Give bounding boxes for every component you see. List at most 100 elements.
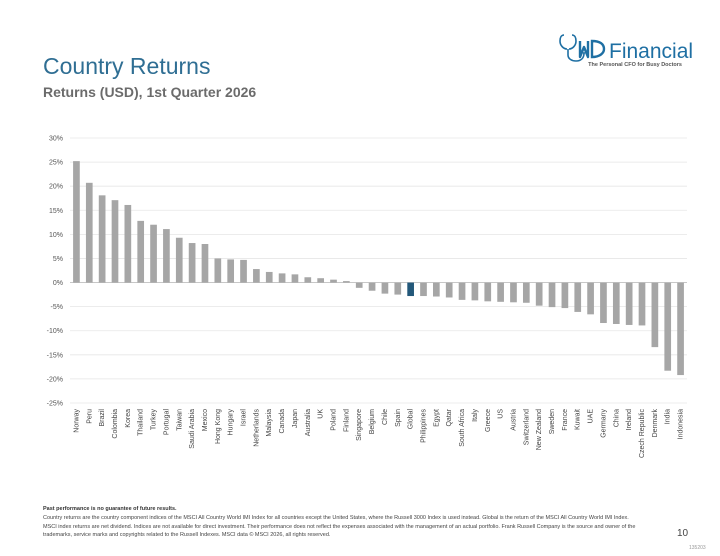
x-axis-tick-labels: Norway Peru Brazil Colombia Korea Thailand Tur… — [73, 408, 684, 458]
x-tick-label: Austria — [510, 409, 517, 431]
x-tick-label: Sweden — [549, 409, 556, 434]
y-tick-label: -15% — [47, 352, 63, 359]
bar-poland — [330, 279, 337, 283]
x-tick-label: Greece — [485, 409, 492, 432]
bar-korea — [124, 204, 132, 283]
x-tick-label: Thailand — [138, 409, 145, 436]
bar-chile — [381, 282, 389, 294]
x-tick-label: Taiwan — [176, 409, 183, 431]
chart-bars — [73, 161, 684, 376]
bar-peru — [85, 182, 93, 283]
x-tick-label: Norway — [73, 409, 80, 433]
x-tick-label: Finland — [343, 409, 350, 432]
company-logo: Financial The Personal CFO for Busy Doct… — [558, 33, 693, 73]
disclaimer-heading: Past performance is no guarantee of futu… — [43, 506, 177, 512]
x-tick-label: Hungary — [228, 409, 235, 436]
x-tick-label: China — [613, 409, 620, 427]
x-tick-label: Canada — [279, 409, 286, 434]
bar-turkey — [150, 224, 157, 283]
x-tick-label: India — [665, 409, 672, 424]
bar-brazil — [98, 195, 106, 283]
x-tick-label: Turkey — [151, 409, 158, 431]
bar-south-africa — [458, 282, 466, 300]
bar-qatar — [445, 282, 453, 298]
y-tick-label: 10% — [49, 232, 63, 239]
bar-ireland — [625, 282, 633, 325]
disclaimer-body: Country returns are the country componen… — [43, 515, 636, 538]
bar-singapore — [355, 282, 363, 288]
x-tick-label: Chile — [382, 409, 389, 425]
x-tick-label: Korea — [125, 409, 132, 428]
y-tick-label: -20% — [47, 376, 63, 383]
bar-germany — [600, 282, 607, 324]
x-tick-label: Kuwait — [575, 409, 582, 430]
x-tick-label: France — [562, 409, 569, 431]
bar-japan — [291, 274, 299, 283]
bar-mexico — [201, 244, 209, 283]
bar-china — [612, 282, 620, 324]
x-tick-label: Egypt — [433, 409, 440, 427]
ymd-logo-icon — [559, 34, 606, 62]
y-tick-label: -25% — [47, 401, 63, 408]
y-tick-label: 20% — [49, 184, 63, 191]
y-tick-label: -5% — [51, 304, 63, 311]
bar-hungary — [227, 259, 235, 283]
x-tick-label: Malaysia — [266, 409, 273, 437]
bar-colombia — [111, 200, 119, 283]
x-tick-label: Italy — [472, 409, 479, 422]
y-axis-tick-labels: 30% 25% 20% 15% 10% 5% 0% -5% -10% -15% -20% -25% — [47, 136, 63, 408]
bar-thailand — [137, 220, 145, 283]
x-tick-label: New Zealand — [536, 409, 543, 450]
slide-id: 135203 — [689, 545, 706, 551]
page-title: Country Returns — [43, 53, 211, 79]
bar-switzerland — [522, 282, 530, 303]
bar-finland — [343, 281, 350, 283]
x-tick-label: Switzerland — [523, 409, 530, 445]
bar-global — [407, 282, 414, 297]
bar-kuwait — [574, 282, 582, 312]
bar-malaysia — [265, 271, 273, 283]
x-tick-label: Belgium — [369, 409, 376, 434]
x-tick-label: Brazil — [99, 409, 106, 427]
x-tick-label: Poland — [331, 409, 338, 431]
x-tick-label: Israel — [241, 409, 248, 427]
x-tick-label: UAE — [588, 409, 595, 424]
x-tick-label: Czech Republic — [639, 409, 646, 459]
x-tick-label: Mexico — [202, 409, 209, 431]
bar-czech-republic — [638, 282, 646, 326]
x-tick-label: Japan — [292, 409, 299, 428]
x-tick-label: Philippines — [420, 409, 427, 443]
bar-netherlands — [253, 269, 260, 283]
x-tick-label: Hong Kong — [215, 409, 222, 444]
x-tick-label: Saudi Arabia — [189, 409, 196, 449]
x-tick-label: Colombia — [112, 409, 119, 439]
bar-belgium — [368, 282, 376, 291]
y-tick-label: -10% — [47, 328, 63, 335]
x-tick-label: US — [498, 409, 505, 419]
y-tick-label: 0% — [53, 280, 63, 287]
page-number: 10 — [677, 528, 689, 539]
bar-portugal — [163, 229, 170, 283]
bar-hong-kong — [214, 258, 222, 283]
bar-new-zealand — [535, 282, 543, 306]
bar-sweden — [548, 282, 556, 308]
x-tick-label: Denmark — [652, 409, 659, 438]
y-tick-label: 5% — [53, 256, 63, 263]
bar-india — [664, 282, 672, 371]
bar-uk — [317, 278, 324, 283]
bar-us — [497, 282, 504, 302]
bar-saudi-arabia — [188, 243, 196, 283]
bar-denmark — [651, 282, 659, 348]
y-tick-label: 15% — [49, 208, 63, 215]
chart-gridlines — [70, 137, 687, 404]
bar-canada — [278, 273, 286, 283]
x-tick-label: Netherlands — [253, 409, 260, 447]
bar-france — [561, 282, 569, 309]
bar-egypt — [433, 282, 440, 297]
x-tick-label: Singapore — [356, 409, 363, 441]
x-tick-label: Australia — [305, 409, 312, 436]
x-tick-label: Spain — [395, 409, 402, 427]
x-tick-label: Peru — [86, 409, 93, 424]
x-tick-label: Germany — [600, 409, 607, 438]
